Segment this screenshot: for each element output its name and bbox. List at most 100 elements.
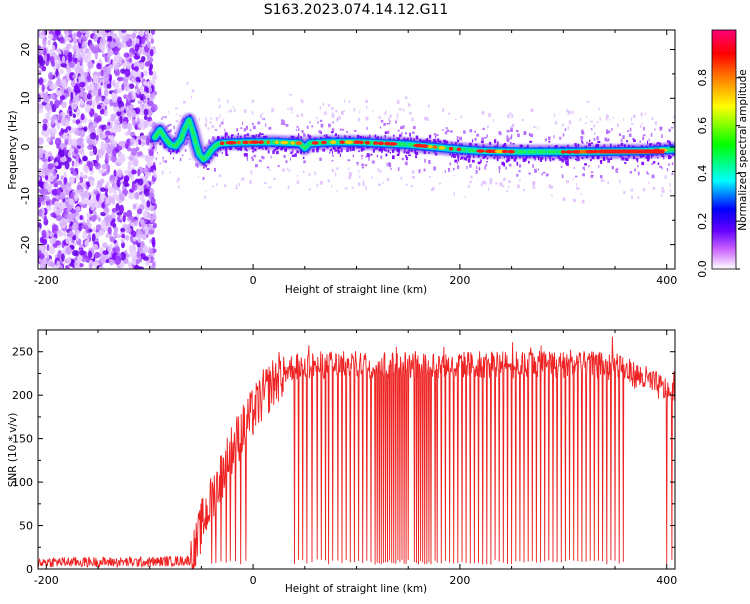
noise-speck — [104, 30, 110, 33]
hot-spot — [266, 140, 271, 144]
hot-spot — [339, 140, 345, 144]
speckle-dot — [498, 166, 501, 170]
speckle-dot — [488, 113, 491, 117]
speckle-dot — [322, 148, 326, 152]
noise-speck — [108, 186, 113, 194]
speckle-dot — [366, 126, 368, 130]
speckle-dot — [209, 121, 212, 124]
speckle-dot — [327, 103, 330, 107]
hot-spot — [353, 140, 361, 144]
noise-speck — [113, 183, 118, 190]
speckle-dot — [259, 114, 262, 118]
noise-speck — [144, 188, 150, 197]
speckle-dot — [383, 123, 386, 126]
noise-speck — [85, 104, 92, 113]
noise-speck — [70, 91, 74, 101]
spectrogram-ylabel: Frequency (Hz) — [7, 110, 19, 189]
speckle-dot — [268, 186, 272, 189]
speckle-dot — [445, 127, 448, 129]
noise-speck — [89, 81, 95, 91]
speckle-dot — [243, 153, 247, 157]
noise-speck — [131, 77, 136, 83]
noise-speck — [74, 148, 79, 155]
speckle-dot — [335, 110, 338, 113]
speckle-dot — [559, 157, 562, 161]
speckle-dot — [412, 175, 415, 179]
noise-speck — [152, 71, 157, 79]
noise-speck — [68, 110, 73, 117]
speckle-dot — [315, 172, 317, 175]
speckle-dot — [618, 179, 621, 183]
speckle-dot — [408, 151, 410, 154]
hot-spot — [225, 140, 237, 145]
noise-speck — [105, 124, 111, 131]
noise-speck — [123, 188, 128, 197]
speckle-dot — [518, 170, 521, 173]
speckle-dot — [291, 111, 293, 114]
speckle-dot — [174, 132, 176, 134]
speckle-dot — [545, 173, 549, 177]
y-tick-label: 200 — [12, 389, 33, 402]
noise-speck — [71, 102, 78, 110]
speckle-dot — [476, 133, 480, 137]
speckle-dot — [230, 109, 232, 112]
speckle-dot — [320, 131, 322, 135]
speckle-dot — [371, 176, 373, 179]
speckle-dot — [281, 168, 285, 172]
noise-speck — [73, 84, 80, 91]
noise-speck — [114, 63, 120, 69]
speckle-dot — [396, 113, 399, 117]
x-tick-label: 400 — [656, 574, 677, 587]
speckle-dot — [261, 112, 264, 115]
noise-speck — [143, 167, 148, 174]
noise-speck — [123, 79, 128, 87]
noise-speck — [141, 198, 146, 206]
noise-speck — [71, 138, 77, 147]
speckle-dot — [464, 195, 466, 198]
noise-speck — [38, 49, 44, 56]
speckle-dot — [411, 170, 415, 174]
speckle-dot — [643, 126, 645, 131]
noise-speck — [50, 127, 57, 134]
noise-speck — [151, 104, 158, 112]
speckle-dot — [482, 127, 485, 130]
hot-spot — [507, 149, 515, 154]
speckle-dot — [245, 153, 248, 157]
noise-speck — [121, 30, 126, 33]
noise-speck — [86, 75, 92, 83]
speckle-dot — [661, 189, 665, 193]
colorbar-ticks: 0.0 0.2 0.4 0.6 0.8 — [696, 69, 740, 278]
noise-speck — [38, 77, 44, 85]
noise-speck — [134, 43, 139, 53]
speckle-dot — [528, 160, 530, 164]
noise-speck — [141, 126, 146, 131]
speckle-dot — [269, 169, 271, 171]
speckle-dot — [359, 110, 361, 114]
noise-speck — [93, 34, 99, 42]
speckle-dot — [366, 105, 368, 109]
speckle-dot — [343, 109, 345, 112]
noise-speck — [125, 138, 131, 148]
speckle-dot — [590, 120, 593, 123]
noise-speck — [73, 52, 77, 59]
noise-speck — [76, 31, 82, 38]
speckle-dot — [389, 114, 392, 118]
speckle-dot — [661, 167, 663, 170]
speckle-dot — [225, 153, 229, 156]
speckle-dot — [602, 156, 606, 161]
speckle-dot — [288, 169, 291, 172]
speckle-dot — [195, 163, 198, 167]
speckle-dot — [338, 116, 341, 120]
noise-speck — [56, 122, 60, 130]
speckle-dot — [480, 140, 484, 144]
noise-speck — [64, 30, 68, 35]
speckle-dot — [260, 133, 264, 135]
speckle-dot — [538, 168, 539, 171]
speckle-dot — [389, 120, 391, 124]
speckle-dot — [389, 152, 392, 154]
noise-speck — [111, 207, 118, 213]
noise-speck — [63, 128, 68, 133]
noise-speck — [76, 61, 81, 68]
speckle-dot — [336, 190, 338, 192]
speckle-dot — [397, 153, 400, 156]
